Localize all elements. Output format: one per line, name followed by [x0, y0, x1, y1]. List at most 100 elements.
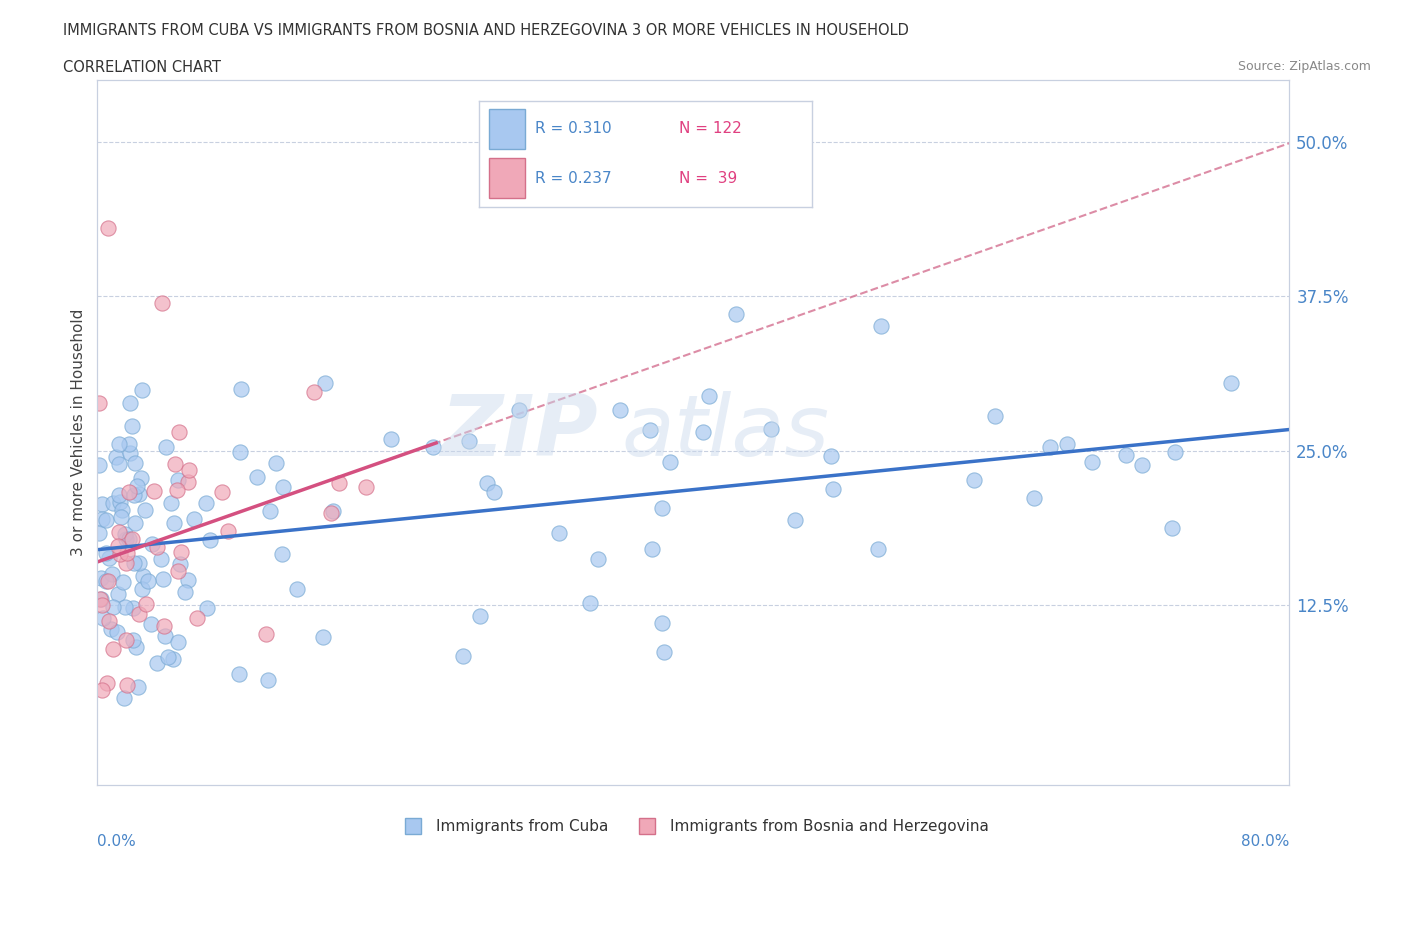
- Point: [322, 503, 344, 518]
- Text: ZIP: ZIP: [440, 391, 598, 474]
- Point: [321, 506, 343, 521]
- Point: [259, 503, 281, 518]
- Point: [90, 512, 112, 526]
- Point: [229, 445, 252, 459]
- Point: [90, 591, 112, 606]
- Point: [458, 434, 481, 449]
- Point: [118, 436, 141, 451]
- Point: [217, 524, 239, 538]
- Point: [115, 532, 138, 547]
- Point: [725, 307, 748, 322]
- Point: [136, 574, 159, 589]
- Point: [101, 496, 124, 511]
- Point: [131, 581, 153, 596]
- Point: [146, 656, 169, 671]
- Point: [169, 557, 191, 572]
- Point: [451, 649, 474, 664]
- Point: [659, 455, 682, 470]
- Point: [866, 542, 889, 557]
- Point: [108, 546, 131, 561]
- Point: [139, 617, 162, 631]
- Point: [152, 571, 174, 586]
- Point: [96, 676, 118, 691]
- Point: [107, 586, 129, 601]
- Point: [167, 472, 190, 487]
- Text: 80.0%: 80.0%: [1241, 834, 1289, 849]
- Point: [1219, 376, 1241, 391]
- Point: [91, 497, 114, 512]
- Point: [120, 395, 142, 410]
- Point: [167, 425, 190, 440]
- Point: [285, 582, 308, 597]
- Point: [121, 418, 143, 433]
- Point: [128, 606, 150, 621]
- Point: [122, 555, 145, 570]
- Point: [183, 512, 205, 526]
- Point: [166, 483, 188, 498]
- Point: [246, 469, 269, 484]
- Point: [328, 475, 350, 490]
- Point: [103, 600, 125, 615]
- Point: [588, 551, 610, 566]
- Point: [100, 621, 122, 636]
- Point: [228, 666, 250, 681]
- Point: [131, 471, 153, 485]
- Point: [167, 634, 190, 649]
- Point: [1081, 455, 1104, 470]
- Point: [548, 525, 571, 540]
- Point: [108, 525, 131, 539]
- Legend: Immigrants from Cuba, Immigrants from Bosnia and Herzegovina: Immigrants from Cuba, Immigrants from Bo…: [392, 813, 994, 841]
- Point: [211, 485, 233, 499]
- Point: [271, 480, 294, 495]
- Point: [131, 382, 153, 397]
- Point: [177, 475, 200, 490]
- Point: [114, 526, 136, 541]
- Point: [160, 496, 183, 511]
- Point: [761, 421, 783, 436]
- Point: [271, 547, 294, 562]
- Point: [112, 575, 135, 590]
- Point: [100, 566, 122, 581]
- Point: [314, 376, 336, 391]
- Point: [125, 479, 148, 494]
- Point: [963, 473, 986, 488]
- Point: [150, 551, 173, 566]
- Point: [132, 568, 155, 583]
- Point: [475, 475, 498, 490]
- Point: [90, 570, 112, 585]
- Point: [1115, 447, 1137, 462]
- Point: [142, 484, 165, 498]
- Point: [114, 690, 136, 705]
- Point: [108, 487, 131, 502]
- Point: [115, 546, 138, 561]
- Point: [1056, 436, 1078, 451]
- Point: [179, 462, 201, 477]
- Point: [651, 500, 673, 515]
- Point: [118, 485, 141, 499]
- Point: [155, 440, 177, 455]
- Point: [176, 573, 198, 588]
- Point: [103, 642, 125, 657]
- Point: [697, 389, 720, 404]
- Point: [163, 457, 186, 472]
- Point: [312, 630, 335, 644]
- Point: [110, 510, 132, 525]
- Point: [108, 457, 131, 472]
- Point: [1160, 521, 1182, 536]
- Point: [94, 574, 117, 589]
- Point: [91, 610, 114, 625]
- Text: atlas: atlas: [621, 391, 830, 474]
- Point: [120, 445, 142, 460]
- Point: [468, 608, 491, 623]
- Point: [157, 649, 180, 664]
- Point: [186, 610, 208, 625]
- Point: [692, 425, 714, 440]
- Point: [163, 516, 186, 531]
- Point: [97, 221, 120, 236]
- Point: [125, 640, 148, 655]
- Point: [640, 422, 662, 437]
- Point: [91, 597, 114, 612]
- Point: [302, 385, 325, 400]
- Point: [141, 537, 163, 551]
- Point: [118, 532, 141, 547]
